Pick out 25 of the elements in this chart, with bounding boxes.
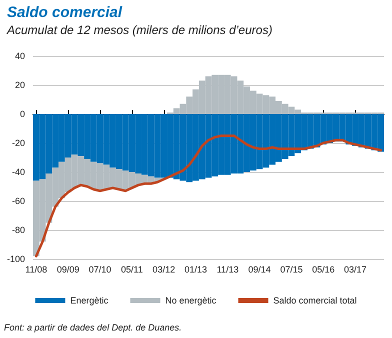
y-tick-label: -80 (12, 225, 25, 235)
x-tick-label: 07/10 (88, 264, 112, 274)
y-tick-label: -60 (12, 196, 25, 206)
text: Font: a partir de dades del Dept. de Duanes. (4, 322, 182, 332)
y-tick-label: 40 (14, 51, 25, 61)
legend-label: Energètic (70, 296, 109, 306)
legend-label: Saldo comercial total (273, 296, 357, 306)
x-tick-label: 09/09 (56, 264, 80, 274)
y-tick-label: -40 (12, 167, 25, 177)
y-tick-label: 20 (14, 80, 25, 90)
x-tick-label: 09/14 (248, 264, 271, 274)
chart-subtitle: Acumulat de 12 mesos (milers de milions d’euros) (6, 23, 272, 37)
x-tick-label: 11/08 (25, 264, 48, 274)
chart-title: Saldo comercial (7, 4, 123, 21)
x-tick-label: 05/16 (312, 264, 335, 274)
x-tick-label: 05/11 (120, 264, 143, 274)
legend-label: No energètic (165, 296, 217, 306)
x-tick-label: 01/13 (184, 264, 207, 274)
x-tick-label: 11/13 (216, 264, 239, 274)
y-tick-label: 0 (20, 109, 25, 119)
y-tick-label: -20 (12, 138, 25, 148)
y-tick-label: -100 (6, 254, 25, 264)
x-tick-label: 03/12 (152, 264, 176, 274)
x-tick-label: 03/17 (344, 264, 367, 274)
x-tick-label: 07/15 (280, 264, 303, 274)
